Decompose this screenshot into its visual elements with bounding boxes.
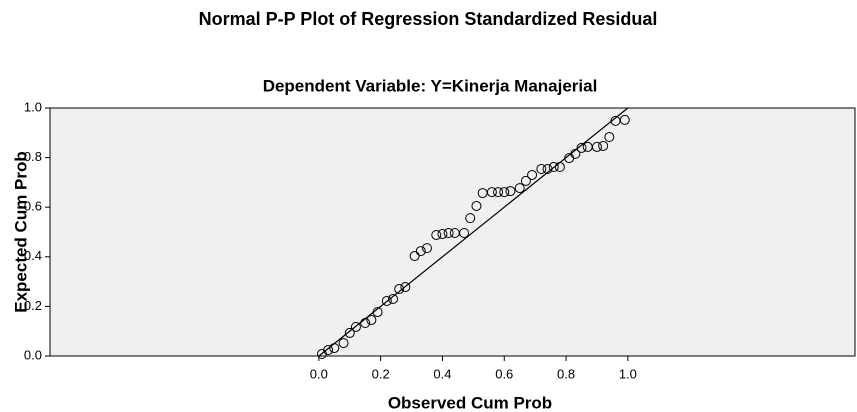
point (443, 227, 454, 238)
point (604, 132, 615, 143)
point (471, 200, 482, 211)
point (499, 187, 510, 198)
point (344, 327, 355, 338)
point (554, 162, 565, 173)
x-tick-label: 1.0 (619, 366, 637, 381)
point (400, 282, 411, 293)
y-tick-label: 1.0 (24, 99, 42, 114)
y-tick-label: 0.0 (24, 347, 42, 362)
point (388, 293, 399, 304)
x-tick-label: 0.0 (310, 366, 328, 381)
x-tick-label: 0.2 (372, 366, 390, 381)
y-tick-label: 0.6 (24, 199, 42, 214)
point (591, 141, 602, 152)
y-tick-label: 0.4 (24, 248, 42, 263)
x-axis-label: Observed Cum Prob (388, 393, 552, 412)
y-tick-label: 0.2 (24, 298, 42, 313)
point (514, 183, 525, 194)
point (431, 229, 442, 240)
point (570, 148, 581, 159)
chart-title: Normal P-P Plot of Regression Standardiz… (199, 9, 658, 29)
point (459, 227, 470, 238)
point (505, 186, 516, 197)
x-tick-label: 0.4 (433, 366, 451, 381)
point (372, 307, 383, 318)
point (338, 338, 349, 349)
point (542, 164, 553, 175)
point (548, 162, 559, 173)
point (576, 142, 587, 153)
plot-area (49, 107, 856, 357)
y-axis-label: Expected Cum Prob (11, 151, 30, 313)
point (536, 164, 547, 175)
point (366, 315, 377, 326)
point (486, 187, 497, 198)
point (619, 114, 630, 125)
point (422, 243, 433, 254)
point (465, 213, 476, 224)
chart-subtitle: Dependent Variable: Y=Kinerja Manajerial (263, 76, 598, 95)
point (493, 187, 504, 198)
point (437, 228, 448, 239)
point (394, 284, 405, 295)
point (520, 175, 531, 186)
point (350, 321, 361, 332)
point (409, 251, 420, 262)
y-tick-label: 0.8 (24, 149, 42, 164)
x-tick-label: 0.8 (557, 366, 575, 381)
point (381, 295, 392, 306)
point (329, 343, 340, 354)
x-tick-label: 0.6 (495, 366, 513, 381)
point (323, 345, 334, 356)
point (527, 169, 538, 180)
point (598, 140, 609, 151)
point (415, 246, 426, 257)
point (360, 318, 371, 329)
